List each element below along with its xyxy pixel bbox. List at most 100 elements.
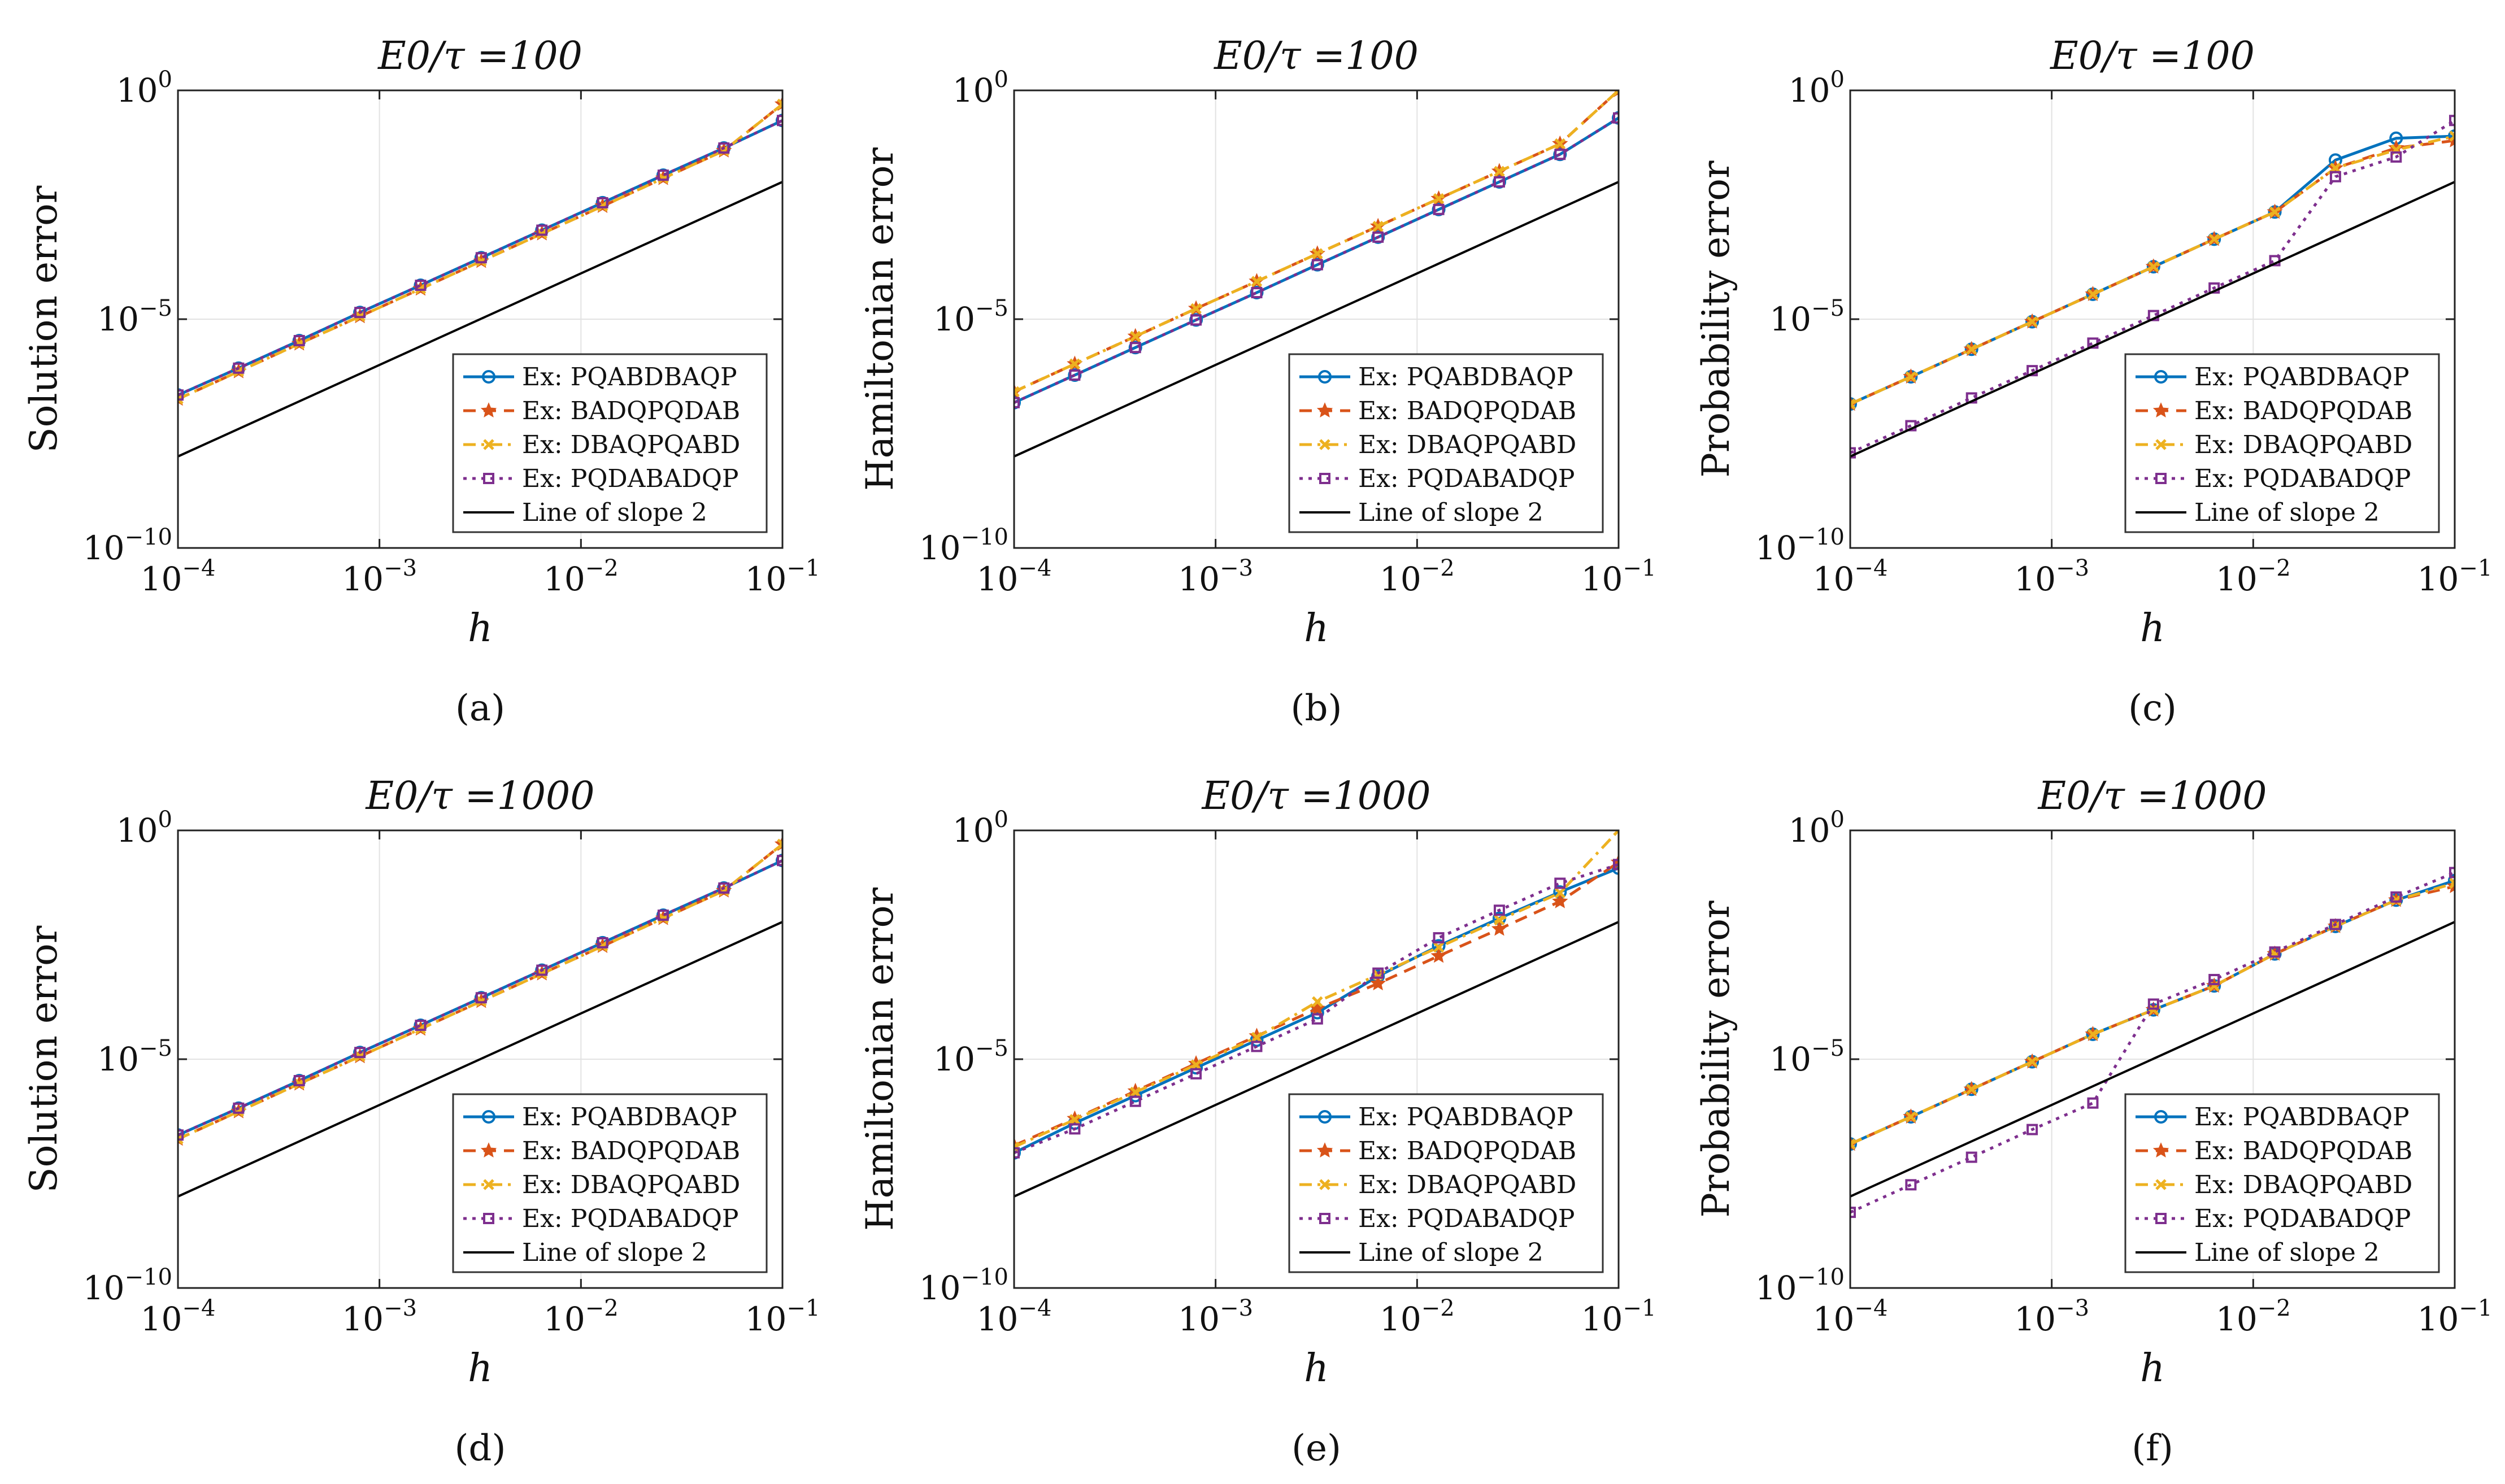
- marker-square: [1129, 1095, 1141, 1107]
- x-tick-label: 10−2: [543, 555, 619, 598]
- marker-square: [1069, 369, 1081, 381]
- marker-x: [1069, 1114, 1081, 1125]
- legend-marker: [483, 473, 494, 484]
- marker-square: [597, 937, 608, 948]
- data-point: [1850, 1138, 1856, 1150]
- data-point: [1433, 942, 1445, 953]
- marker-circle: [2448, 873, 2455, 887]
- legend-label: Ex: BADQPQDAB: [2194, 1137, 2412, 1165]
- marker-square: [657, 909, 669, 921]
- data-point: [777, 838, 782, 850]
- data-point: [1554, 138, 1566, 150]
- marker-square: [1319, 1213, 1330, 1224]
- y-tick-label: 10−10: [1755, 524, 1845, 567]
- x-tick-label: 10−1: [745, 1295, 820, 1338]
- x-tick-label: 10−4: [977, 1295, 1052, 1338]
- data-point: [1494, 166, 1505, 177]
- marker-square: [2155, 473, 2167, 484]
- marker-square: [293, 334, 305, 346]
- chart-panel-e: 10−4 10−3 10−2 10−1 10−10 10−5 100 E0/τ =1000 Ha…: [858, 774, 1656, 1469]
- marker-x: [1372, 220, 1384, 232]
- marker-star: [1491, 920, 1508, 936]
- marker-x: [2155, 1179, 2167, 1190]
- data-point: [597, 197, 608, 208]
- data-point: [2329, 919, 2341, 930]
- marker-square: [718, 882, 730, 894]
- marker-circle: [1318, 1110, 1332, 1124]
- legend-label: Ex: DBAQPQABD: [2194, 430, 2412, 459]
- legend-label: Line of slope 2: [522, 1238, 707, 1267]
- marker-square: [2449, 867, 2455, 878]
- panel-label: (e): [1291, 1428, 1341, 1469]
- data-point: [1905, 371, 1917, 382]
- legend-label: Ex: PQDABADQP: [522, 1204, 739, 1233]
- data-point: [1251, 276, 1263, 287]
- data-point: [1491, 920, 1508, 936]
- marker-square: [1372, 231, 1384, 243]
- y-tick-label: 10−5: [97, 1035, 172, 1078]
- marker-x: [1312, 248, 1323, 259]
- chart-panel-b: 10−4 10−3 10−2 10−1 10−10 10−5 100 E0/τ =100 Ham…: [858, 34, 1656, 729]
- data-point: [1014, 1147, 1020, 1159]
- x-axis-label: h: [1304, 1346, 1329, 1391]
- data-point: [1552, 893, 1568, 908]
- marker-circle: [482, 1110, 495, 1124]
- legend: Ex: PQABDBAQP Ex: BADQPQDAB Ex: DBAQPQABD E…: [1288, 1093, 1604, 1273]
- marker-square: [718, 142, 730, 154]
- marker-square: [2155, 1213, 2167, 1224]
- panel-label: (f): [2132, 1428, 2173, 1469]
- ticks: [1849, 89, 2456, 549]
- data-point: [1554, 149, 1566, 160]
- data-point: [2208, 233, 2220, 245]
- x-tick-label: 10−4: [1813, 1295, 1888, 1338]
- data-point: [415, 1020, 427, 1032]
- marker-x: [178, 1133, 184, 1145]
- x-tick-label: 10−1: [1581, 555, 1656, 598]
- marker-circle: [1850, 397, 1857, 411]
- legend-label: Line of slope 2: [2194, 1238, 2380, 1267]
- legend-label: Ex: DBAQPQABD: [2194, 1170, 2412, 1199]
- data-point: [1129, 342, 1141, 354]
- data-point: [1433, 193, 1445, 204]
- y-axis-label: Solution error: [22, 185, 66, 452]
- y-tick-label: 10−10: [83, 524, 172, 567]
- legend-marker: [1316, 402, 1333, 418]
- marker-square: [1493, 904, 1505, 916]
- data-point: [657, 169, 669, 181]
- series-line-5: [1850, 921, 2455, 1198]
- marker-star: [1316, 1142, 1333, 1158]
- panel-title: E0/τ =100: [2049, 34, 2255, 79]
- marker-circle: [2448, 129, 2455, 143]
- legend-box: [452, 1093, 768, 1273]
- marker-x: [1965, 1083, 1977, 1095]
- x-tick-label: 10−4: [141, 1295, 216, 1338]
- series-line-4: [178, 119, 782, 397]
- data-point: [1311, 1013, 1323, 1025]
- data-point: [1129, 330, 1141, 342]
- y-tick-label: 100: [116, 807, 172, 850]
- legend-marker: [482, 1110, 495, 1124]
- y-axis-label: Probability error: [1694, 160, 1738, 478]
- marker-x: [1850, 1138, 1856, 1150]
- data-point: [354, 1047, 366, 1059]
- data-point: [1905, 1179, 1917, 1191]
- legend-label: Ex: BADQPQDAB: [522, 1137, 740, 1165]
- y-tick-label: 10−10: [1755, 1264, 1845, 1307]
- legend-marker: [1319, 439, 1330, 450]
- marker-square: [1251, 287, 1263, 299]
- marker-star: [1316, 402, 1333, 418]
- data-point: [777, 115, 782, 127]
- legend-label: Line of slope 2: [2194, 498, 2380, 527]
- ticks: [177, 89, 784, 549]
- marker-x: [2155, 439, 2167, 450]
- data-point: [178, 1129, 184, 1141]
- x-tick-label: 10−1: [1581, 1295, 1656, 1338]
- data-point: [2390, 151, 2402, 163]
- series-group: [1850, 115, 2455, 459]
- data-point: [2449, 130, 2455, 142]
- series-line-4: [1850, 871, 2455, 1214]
- marker-square: [2147, 998, 2159, 1010]
- y-axis-label: Hamiltonian error: [858, 887, 902, 1231]
- legend-label: Ex: PQDABADQP: [1358, 1204, 1575, 1233]
